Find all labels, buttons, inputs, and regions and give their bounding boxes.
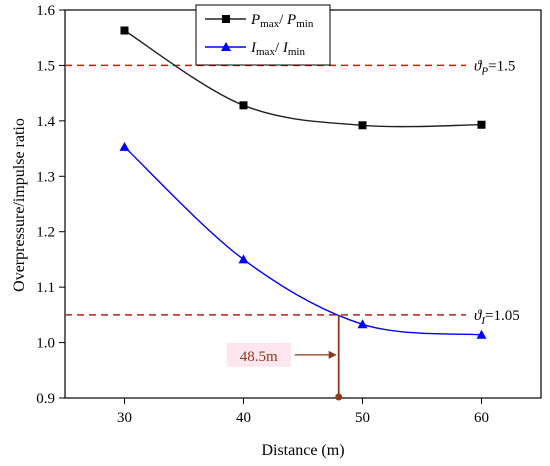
- y-tick-label: 1.2: [36, 225, 55, 241]
- data-point-i: [238, 254, 249, 264]
- data-point-p: [358, 121, 367, 130]
- y-tick-label: 1.3: [36, 169, 55, 185]
- data-point-i: [357, 319, 368, 329]
- y-tick-label: 1.0: [36, 336, 55, 352]
- legend-entry-i: Imax/ Imin: [250, 40, 305, 58]
- y-tick-label: 1.5: [36, 58, 55, 74]
- data-point-p: [120, 26, 129, 35]
- y-axis-label: Overpressure/impulse ratio: [11, 118, 28, 292]
- plot-frame: [64, 9, 542, 399]
- annotation-label-bg: [226, 342, 291, 367]
- x-tick-label: 60: [474, 410, 489, 426]
- data-point-p: [477, 120, 486, 129]
- data-point-p: [239, 101, 248, 110]
- legend-entry-p: Pmax/ Pmin: [250, 12, 314, 30]
- annotation-point: [335, 393, 343, 401]
- threshold-lines: ϑP=1.5 ϑI=1.05: [65, 58, 520, 327]
- x-tick-label: 50: [355, 410, 370, 426]
- data-point-i: [119, 141, 130, 151]
- series-layer: [119, 26, 487, 339]
- legend-marker-i: [221, 42, 231, 51]
- legend: Pmax/ Pmin Imax/ Imin: [195, 4, 331, 66]
- y-axis-ticks: 0.9 1.0 1.1 1.2 1.3 1.4 1.5 1.6: [36, 3, 65, 407]
- x-tick-label: 40: [236, 410, 251, 426]
- annotation-label: 48.5m: [240, 349, 278, 365]
- legend-marker-p: [222, 15, 230, 23]
- data-point-i: [476, 329, 487, 339]
- annotation: 48.5m: [226, 314, 343, 401]
- legend-box: [195, 4, 331, 66]
- y-tick-label: 1.6: [36, 3, 55, 19]
- y-tick-label: 1.4: [36, 114, 55, 130]
- x-axis-ticks: 30 40 50 60: [117, 398, 489, 426]
- y-tick-label: 0.9: [36, 391, 55, 407]
- x-axis-label: Distance (m): [261, 442, 344, 459]
- y-tick-label: 1.1: [36, 280, 55, 296]
- threshold-label-i: ϑI=1.05: [474, 308, 520, 327]
- series-line-p: [124, 29, 482, 128]
- threshold-label-p: ϑP=1.5: [474, 58, 515, 77]
- x-tick-label: 30: [117, 410, 132, 426]
- series-line-i: [124, 146, 482, 336]
- annotation-arrow-head: [328, 350, 337, 359]
